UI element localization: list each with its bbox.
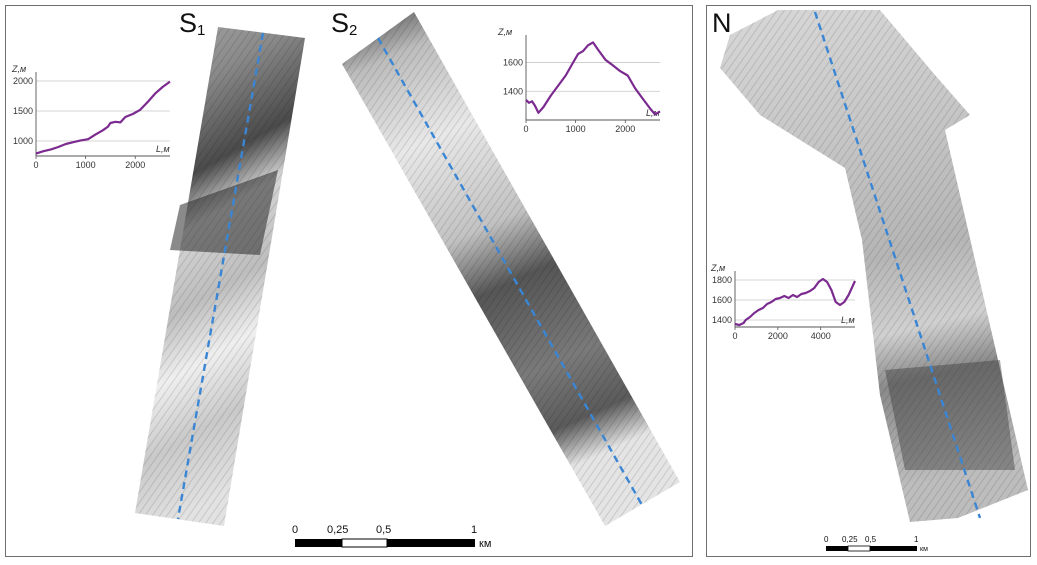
scale-small-label-0: 0 xyxy=(824,535,829,544)
x-tick-label: 0 xyxy=(33,160,38,170)
y-tick-label: 2000 xyxy=(13,76,33,86)
scale-small-label-025: 0,25 xyxy=(842,535,858,544)
scale-label-025: 0,25 xyxy=(327,524,348,536)
x-tick-label: 2000 xyxy=(768,331,788,341)
y-tick-label: 1500 xyxy=(13,106,33,116)
scalebar-small: 0 0,25 0,5 1 км xyxy=(824,535,928,553)
profile-line-n xyxy=(734,277,857,327)
y-axis-label: Z,м xyxy=(11,64,26,74)
y-tick-label: 1600 xyxy=(712,295,732,305)
profile-line-s2 xyxy=(525,41,661,116)
y-tick-label: 1400 xyxy=(712,315,732,325)
scalebar-main: 0 0,25 0,5 1 км xyxy=(292,524,491,550)
x-axis-label: L,м xyxy=(841,315,855,325)
scale-label-05: 0,5 xyxy=(376,524,391,536)
x-tick-label: 2000 xyxy=(615,124,635,134)
y-tick-label: 1600 xyxy=(503,58,523,68)
scale-unit: км xyxy=(479,538,491,550)
y-axis-label: Z,м xyxy=(710,263,725,273)
label-n: N xyxy=(712,8,732,38)
profile-line-s1 xyxy=(35,80,171,155)
x-tick-label: 4000 xyxy=(811,331,831,341)
x-tick-label: 1000 xyxy=(76,160,96,170)
x-tick-label: 1000 xyxy=(566,124,586,134)
track-line-s2 xyxy=(376,37,644,506)
x-tick-label: 0 xyxy=(523,124,528,134)
profile-chart-n: 1400 1600 1800 0 2000 4000 Z,м L,м xyxy=(707,263,857,353)
label-s2: S2 xyxy=(331,8,358,39)
x-tick-label: 0 xyxy=(732,331,737,341)
y-tick-label: 1000 xyxy=(13,136,33,146)
scale-label-1: 1 xyxy=(471,524,477,536)
label-s1: S1 xyxy=(179,8,206,39)
x-axis-label: L,м xyxy=(156,144,170,154)
x-tick-label: 2000 xyxy=(125,160,145,170)
y-tick-label: 1400 xyxy=(503,86,523,96)
scale-small-label-05: 0,5 xyxy=(865,535,877,544)
scale-small-unit: км xyxy=(920,546,928,553)
track-line-s1 xyxy=(176,32,265,520)
scale-small-label-1: 1 xyxy=(914,535,919,544)
y-axis-label: Z,м xyxy=(497,27,512,37)
profile-chart-s1: 1000 1500 2000 0 1000 2000 Z,м L,м xyxy=(8,60,178,170)
scale-label-0: 0 xyxy=(292,524,298,536)
y-tick-label: 1800 xyxy=(712,275,732,285)
track-line-n xyxy=(813,11,982,519)
